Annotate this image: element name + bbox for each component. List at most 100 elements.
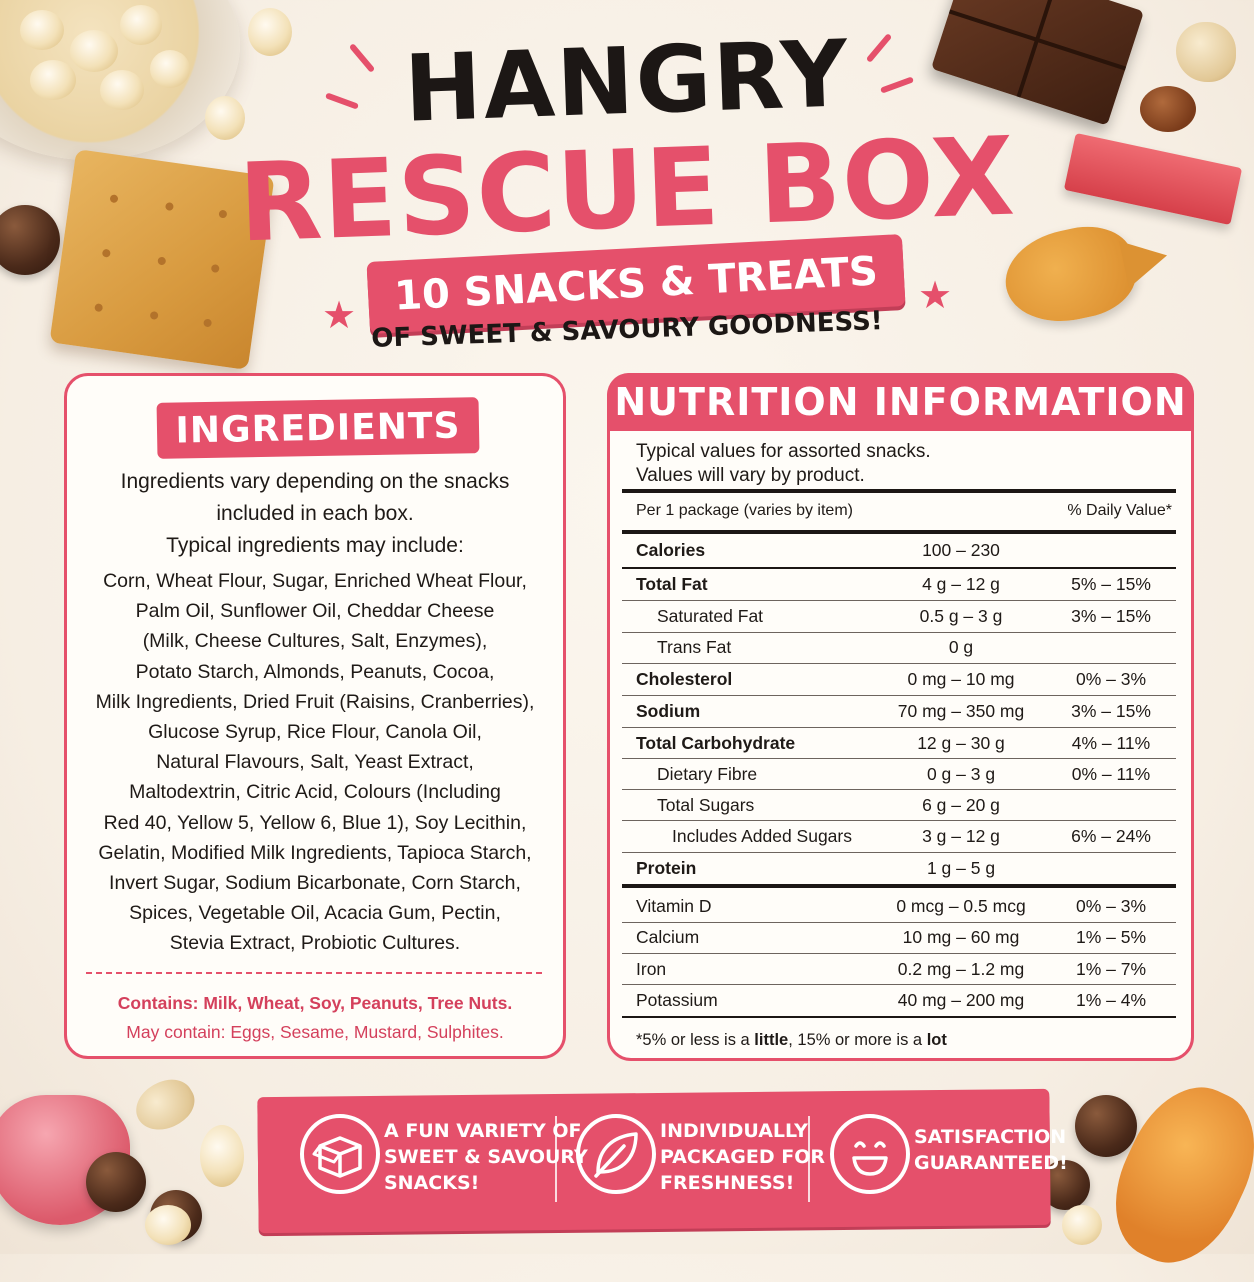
daily-value-footnote: *5% or less is a little, 15% or more is … [636,1031,947,1050]
nutrient-row-vitamin-d: Vitamin D 0 mcg – 0.5 mcg 0% – 3% [636,896,1176,926]
nutrient-row-saturated-fat: Saturated Fat 0.5 g – 3 g 3% – 15% [636,606,1176,636]
feature-line: SNACKS! [384,1172,480,1194]
nutrient-amount: 0 mcg – 0.5 mcg [896,896,1026,916]
peanut-image [127,1070,203,1140]
nutrient-row-calories: Calories 100 – 230 [636,540,1176,570]
nutrient-amount: 1 g – 5 g [926,858,996,878]
popcorn-piece [248,8,292,56]
star-icon: ★ [918,273,953,317]
table-rule [622,953,1176,954]
ingredients-line: Corn, Wheat Flour, Sugar, Enriched Wheat… [103,570,527,592]
nutrient-label: Dietary Fibre [657,764,758,784]
table-rule [622,984,1176,985]
daily-value-label: % Daily Value* [1067,502,1172,519]
footnote-text: , 15% or more is a [788,1031,927,1049]
table-rule [622,1016,1176,1018]
ingredients-line: Maltodextrin, Citric Acid, Colours (Incl… [129,781,501,804]
table-rule [622,600,1176,601]
nutrient-dv: 5% – 15% [1071,574,1151,594]
table-rule [622,567,1176,569]
popcorn-piece [70,30,118,72]
nutrient-dv: 6% – 24% [1071,826,1151,846]
nutrient-label: Trans Fat [657,637,732,657]
hazelnut-image [1176,22,1236,82]
ingredients-intro: Ingredients vary depending on the snacks… [80,466,550,562]
dashed-divider [86,972,542,974]
nutrient-row-iron: Iron 0.2 mg – 1.2 mg 1% – 7% [636,959,1176,989]
nutrient-amount: 10 mg – 60 mg [902,927,1020,947]
nutrient-dv: 0% – 3% [1075,896,1147,916]
chocolate-ball-image [86,1152,146,1212]
feature-line: PACKAGED FOR [660,1146,825,1168]
ingredients-line: Natural Flavours, Salt, Yeast Extract, [156,751,474,774]
table-rule [622,852,1176,853]
nutrient-label: Total Sugars [657,795,755,815]
feature-variety: A FUN VARIETY OF SWEET & SAVOURY SNACKS! [384,1118,588,1196]
feature-line: GUARANTEED! [914,1152,1068,1174]
ingredients-line: Stevia Extract, Probiotic Cultures. [169,932,461,955]
table-rule [622,922,1176,923]
nutrition-heading: NUTRITION INFORMATION [614,380,1187,424]
ingredients-line: Spices, Vegetable Oil, Acacia Gum, Pecti… [129,902,501,925]
popcorn-piece [30,60,76,100]
nutrient-dv: 1% – 5% [1075,927,1147,947]
nutrition-intro-line: Typical values for assorted snacks. [636,441,931,462]
nut-image [1140,86,1196,132]
nutrient-amount: 0 g – 3 g [926,764,996,784]
nutrition-header-row: Per 1 package (varies by item) % Daily V… [636,502,1172,520]
nutrient-label: Iron [636,959,667,979]
table-rule [622,820,1176,821]
allergen-may-contain: May contain: Eggs, Sesame, Mustard, Sulp… [126,1022,504,1042]
table-rule [622,695,1176,696]
nutrient-label: Saturated Fat [657,606,764,626]
feature-packaged: INDIVIDUALLY PACKAGED FOR FRESHNESS! [660,1118,825,1196]
popcorn-piece [20,10,64,50]
ingredients-line: (Milk, Cheese Cultures, Salt, Enzymes), [142,630,488,653]
nutrient-amount: 0.2 mg – 1.2 mg [897,959,1025,979]
nutrient-amount: 12 g – 30 g [917,733,1005,753]
nutrition-panel [607,373,1194,1061]
allergen-contains: Contains: Milk, Wheat, Soy, Peanuts, Tre… [117,993,513,1013]
feature-line: A FUN VARIETY OF [384,1120,582,1142]
nutrient-label: Vitamin D [636,896,712,916]
nutrient-amount: 3 g – 12 g [922,826,1000,846]
popcorn-piece [120,5,162,45]
ingredients-intro-line: included in each box. [216,502,414,525]
feature-line: SATISFACTION [914,1126,1067,1148]
footnote-lot: lot [926,1031,947,1049]
table-rule [622,884,1176,888]
nutrient-dv: 1% – 7% [1075,959,1147,979]
footnote-text: *5% or less is a [636,1031,755,1049]
nutrient-amount: 70 mg – 350 mg [897,701,1025,721]
ingredients-line: Invert Sugar, Sodium Bicarbonate, Corn S… [109,872,521,895]
nutrient-amount: 4 g – 12 g [922,574,1000,594]
per-package-label: Per 1 package (varies by item) [636,502,853,519]
ingredients-intro-line: Typical ingredients may include: [166,534,464,557]
nutrient-row-sodium: Sodium 70 mg – 350 mg 3% – 15% [636,701,1176,731]
nutrient-label: Total Carbohydrate [636,733,796,753]
nutrient-label: Potassium [636,990,718,1010]
ingredients-line: Palm Oil, Sunflower Oil, Cheddar Cheese [135,600,495,623]
nutrient-label: Calcium [636,927,700,947]
feature-line: INDIVIDUALLY [660,1120,808,1142]
star-icon: ★ [322,293,357,337]
leaf-icon [576,1114,656,1194]
ingredients-line: Red 40, Yellow 5, Yellow 6, Blue 1), Soy… [103,811,527,834]
chocolate-ball-image [1075,1095,1137,1157]
popcorn-piece [100,70,144,110]
box-icon [300,1114,380,1194]
nutrient-label: Cholesterol [636,669,733,689]
feature-line: SWEET & SAVOURY [384,1146,588,1168]
nutrient-amount: 0.5 g – 3 g [919,606,1003,626]
feature-divider [808,1116,810,1202]
table-rule [622,758,1176,759]
nutrient-label: Protein [636,858,697,878]
nutrient-dv: 4% – 11% [1071,733,1151,753]
nutrient-row-protein: Protein 1 g – 5 g [636,858,1176,888]
table-rule [622,530,1176,534]
nutrient-row-total-fat: Total Fat 4 g – 12 g 5% – 15% [636,574,1176,604]
feature-guarantee: SATISFACTION GUARANTEED! [914,1124,1068,1176]
nutrition-intro: Typical values for assorted snacks. Valu… [636,440,1176,488]
popcorn-piece [200,1125,244,1187]
ingredients-line: Potato Starch, Almonds, Peanuts, Cocoa, [135,660,495,683]
